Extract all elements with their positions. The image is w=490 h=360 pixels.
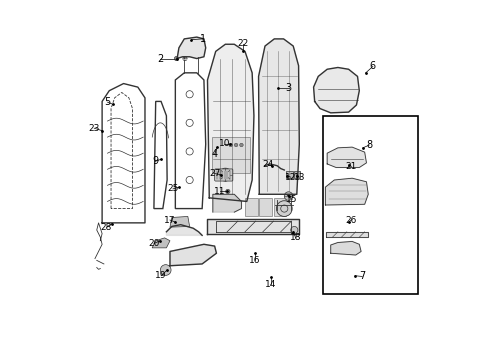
- FancyBboxPatch shape: [215, 169, 233, 181]
- Circle shape: [284, 192, 293, 201]
- Text: 25: 25: [167, 184, 178, 193]
- Text: 12: 12: [285, 173, 296, 182]
- Text: 23: 23: [89, 124, 100, 133]
- Circle shape: [291, 226, 298, 234]
- Circle shape: [174, 57, 178, 61]
- Text: 14: 14: [265, 280, 276, 289]
- Polygon shape: [326, 232, 368, 237]
- Text: 6: 6: [370, 62, 376, 71]
- Polygon shape: [212, 137, 250, 173]
- Text: 11: 11: [214, 187, 226, 196]
- Polygon shape: [314, 67, 359, 113]
- Text: 17: 17: [164, 216, 176, 225]
- Polygon shape: [170, 244, 217, 266]
- Text: 18: 18: [290, 233, 301, 242]
- Text: 1: 1: [200, 34, 206, 44]
- Text: 19: 19: [155, 271, 167, 280]
- Polygon shape: [286, 171, 293, 178]
- Text: 4: 4: [212, 149, 218, 159]
- Text: 8: 8: [366, 140, 372, 150]
- Text: 28: 28: [101, 222, 112, 231]
- Polygon shape: [213, 194, 242, 212]
- Text: 22: 22: [238, 39, 249, 48]
- Text: 27: 27: [209, 169, 221, 178]
- Circle shape: [219, 168, 232, 181]
- Text: 5: 5: [104, 97, 111, 107]
- Polygon shape: [325, 178, 368, 205]
- Text: 20: 20: [148, 239, 160, 248]
- Circle shape: [183, 57, 187, 61]
- Text: 3: 3: [286, 83, 292, 93]
- Text: 16: 16: [249, 256, 261, 265]
- Text: 7: 7: [359, 271, 365, 282]
- Polygon shape: [259, 198, 272, 216]
- Text: 2: 2: [157, 54, 163, 64]
- Polygon shape: [259, 39, 299, 194]
- Polygon shape: [327, 147, 367, 167]
- Text: 21: 21: [346, 162, 357, 171]
- Polygon shape: [294, 171, 300, 178]
- Text: 10: 10: [219, 139, 230, 148]
- Polygon shape: [170, 216, 190, 227]
- Polygon shape: [273, 198, 286, 216]
- Text: 24: 24: [263, 161, 274, 170]
- Polygon shape: [167, 225, 202, 235]
- Circle shape: [234, 143, 238, 147]
- Circle shape: [226, 189, 230, 194]
- Bar: [323, 116, 417, 294]
- Polygon shape: [331, 242, 361, 255]
- Circle shape: [160, 265, 171, 275]
- Text: 15: 15: [286, 195, 298, 204]
- Polygon shape: [177, 37, 206, 59]
- Circle shape: [229, 143, 232, 147]
- Circle shape: [240, 143, 243, 147]
- Polygon shape: [207, 44, 254, 202]
- Text: 9: 9: [152, 157, 158, 166]
- Polygon shape: [207, 219, 298, 234]
- Text: 13: 13: [294, 173, 305, 182]
- Text: 26: 26: [346, 216, 357, 225]
- Polygon shape: [245, 198, 258, 216]
- Polygon shape: [152, 238, 170, 248]
- Circle shape: [276, 201, 292, 216]
